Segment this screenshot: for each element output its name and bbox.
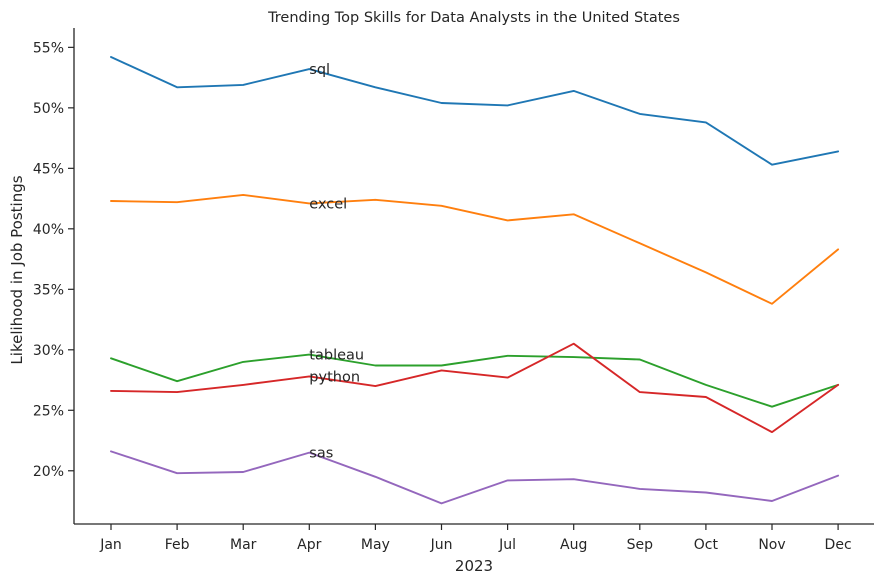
y-tick-label: 50%: [33, 101, 64, 117]
series-line-excel: [110, 193, 840, 305]
x-tick-label: Nov: [758, 537, 785, 553]
x-tick-label: Jan: [99, 537, 122, 553]
x-tick-label: Dec: [825, 537, 852, 553]
y-tick-label: 30%: [33, 343, 64, 359]
x-tick-label: Mar: [230, 537, 257, 553]
series-labels: sql excel tableau python sas: [309, 62, 364, 461]
x-tick-label: May: [361, 537, 390, 553]
series-line-sql: [110, 56, 840, 166]
y-tick-label: 55%: [33, 40, 64, 56]
series-lines: [110, 56, 840, 505]
y-tick-label: 20%: [33, 464, 64, 480]
series-line-python: [110, 342, 840, 434]
series-label-excel: excel: [309, 196, 347, 212]
y-tick-label: 25%: [33, 403, 64, 419]
series-label-python: python: [309, 369, 360, 385]
chart-title: Trending Top Skills for Data Analysts in…: [267, 10, 680, 26]
axes: 20% 25% 30% 35% 40% 45% 50% 55% Jan Feb Mar Apr May J…: [33, 28, 874, 553]
x-tick-label: Jun: [430, 537, 453, 553]
series-label-sql: sql: [309, 62, 330, 78]
x-tick-label: Jul: [498, 537, 516, 553]
series-line-sas: [110, 450, 840, 505]
x-axis-label: 2023: [455, 557, 493, 575]
x-tick-label: Oct: [694, 537, 719, 553]
x-tick-label: Aug: [560, 537, 587, 553]
y-axis-label: Likelihood in Job Postings: [8, 175, 26, 364]
x-tick-label: Sep: [627, 537, 654, 553]
x-tick-label: Feb: [165, 537, 190, 553]
series-label-sas: sas: [309, 446, 333, 462]
x-tick-label: Apr: [297, 537, 321, 553]
y-tick-label: 45%: [33, 161, 64, 177]
series-line-tableau: [110, 353, 840, 408]
series-label-tableau: tableau: [309, 348, 364, 364]
y-tick-label: 35%: [33, 282, 64, 298]
y-tick-label: 40%: [33, 222, 64, 238]
